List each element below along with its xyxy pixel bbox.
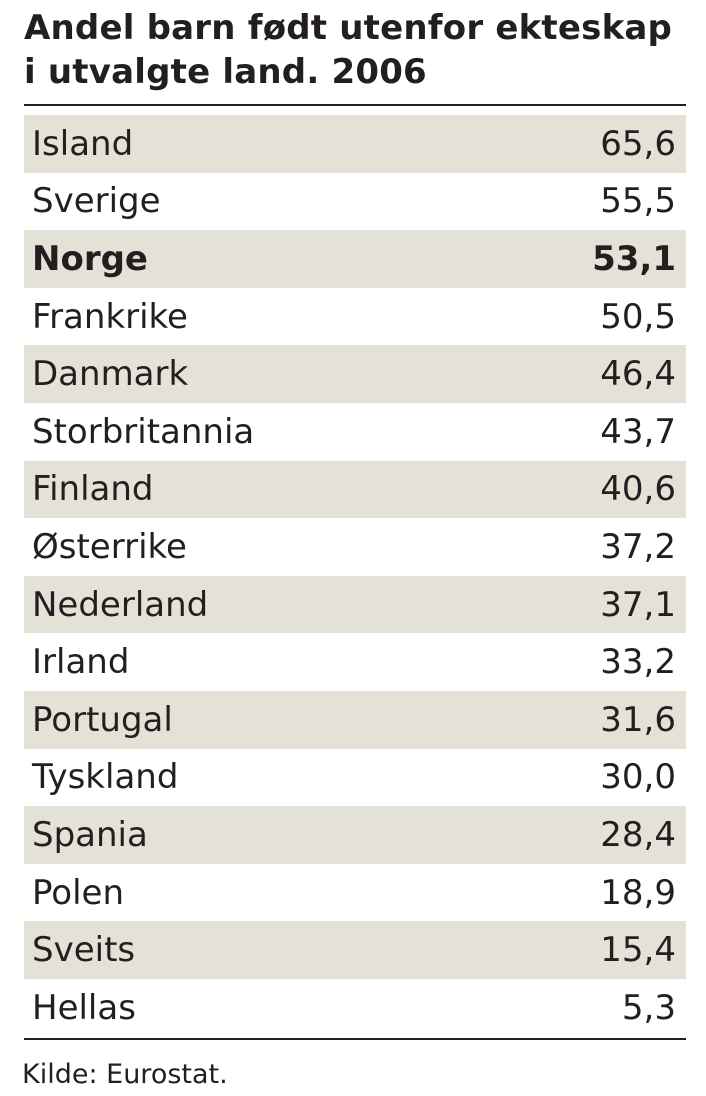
data-table: Island 65,6 Sverige 55,5 Norge 53,1 Frankrike 5… <box>24 115 686 1037</box>
value-label: 37,2 <box>600 526 676 567</box>
table-row: Island 65,6 <box>24 115 686 173</box>
country-label: Tyskland <box>32 757 179 798</box>
table-row: Finland 40,6 <box>24 460 686 519</box>
table-row: Østerrike 37,2 <box>24 518 686 576</box>
table-row: Tyskland 30,0 <box>24 749 686 807</box>
country-label: Polen <box>32 872 125 913</box>
table-row: Storbritannia 43,7 <box>24 403 686 461</box>
table-row: Polen 18,9 <box>24 864 686 922</box>
country-label: Finland <box>32 469 154 510</box>
country-label: Danmark <box>32 354 189 395</box>
table-row: Hellas 5,3 <box>24 979 686 1037</box>
value-label: 50,5 <box>600 296 676 337</box>
country-label: Sveits <box>32 930 136 971</box>
country-label: Storbritannia <box>32 411 255 452</box>
table-bottom-rule <box>24 1038 686 1040</box>
value-label: 55,5 <box>600 181 676 222</box>
country-label: Spania <box>32 814 148 855</box>
source-note: Kilde: Eurostat. <box>22 1059 228 1090</box>
country-label: Island <box>32 123 134 164</box>
country-label: Sverige <box>32 181 161 222</box>
country-label: Frankrike <box>32 296 188 337</box>
value-label: 65,6 <box>600 123 676 164</box>
country-label: Østerrike <box>32 526 187 567</box>
value-label: 31,6 <box>600 699 676 740</box>
value-label: 40,6 <box>600 469 676 510</box>
value-label: 30,0 <box>600 757 676 798</box>
table-row: Sverige 55,5 <box>24 173 686 231</box>
country-label: Nederland <box>32 584 209 625</box>
table-row: Sveits 15,4 <box>24 921 686 979</box>
chart-title: Andel barn født utenfor ekteskap i utval… <box>24 6 694 94</box>
table-row: Portugal 31,6 <box>24 690 686 749</box>
value-label: 33,2 <box>600 642 676 683</box>
value-label: 53,1 <box>592 238 676 279</box>
value-label: 46,4 <box>600 354 676 395</box>
country-label: Portugal <box>32 699 173 740</box>
country-label: Norge <box>32 238 148 279</box>
table-row: Norge 53,1 <box>24 230 686 288</box>
country-label: Irland <box>32 642 130 683</box>
country-label: Hellas <box>32 987 136 1028</box>
value-label: 5,3 <box>621 987 676 1028</box>
chart-title-line-2: i utvalgte land. 2006 <box>24 52 427 92</box>
table-row: Spania 28,4 <box>24 806 686 864</box>
value-label: 18,9 <box>600 872 676 913</box>
chart-title-line-1: Andel barn født utenfor ekteskap <box>24 8 673 48</box>
table-row: Danmark 46,4 <box>24 345 686 403</box>
table-top-rule <box>24 104 686 106</box>
value-label: 37,1 <box>600 584 676 625</box>
value-label: 43,7 <box>600 411 676 452</box>
value-label: 28,4 <box>600 814 676 855</box>
table-row: Irland 33,2 <box>24 633 686 691</box>
table-row: Nederland 37,1 <box>24 575 686 634</box>
value-label: 15,4 <box>600 930 676 971</box>
table-row: Frankrike 50,5 <box>24 288 686 346</box>
